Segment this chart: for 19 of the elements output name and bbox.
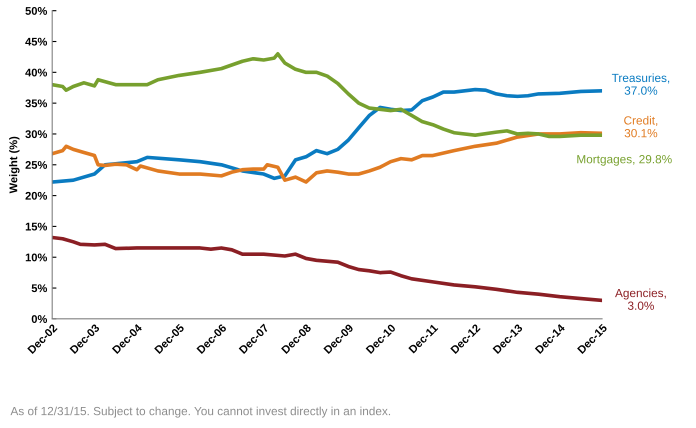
- text: As of 12/31/15. Subject to change. You cannot invest directly in an index.: [10, 406, 390, 418]
- y-tick-label: 0%: [32, 315, 48, 323]
- y-tick-label: 5%: [32, 284, 48, 292]
- annotation: Agencies, 3.0%: [615, 288, 666, 310]
- annotation: Mortgages, 29.8%: [577, 155, 672, 166]
- annotation: Treasuries, 37.0%: [612, 73, 670, 95]
- line-series: [52, 52, 602, 138]
- y-tick-label: 35%: [25, 99, 48, 108]
- y-tick-label: 30%: [25, 130, 48, 138]
- y-tick-label: 40%: [25, 68, 48, 76]
- line-series: [52, 236, 602, 302]
- y-tick-label: 20%: [25, 192, 48, 200]
- y-tick-label: 45%: [25, 38, 48, 46]
- y-tick-label: 15%: [26, 222, 48, 231]
- y-tick-label: 10%: [26, 253, 48, 262]
- annotation: Credit, 30.1%: [624, 116, 658, 138]
- y-tick-label: 25%: [25, 161, 48, 169]
- y-axis-title: Weight (%): [9, 136, 20, 194]
- y-tick-label: 50%: [25, 6, 48, 15]
